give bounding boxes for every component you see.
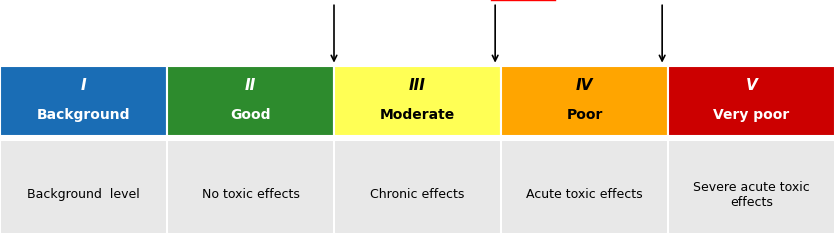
Text: Very poor: Very poor [713,108,790,122]
Bar [334,140,501,234]
Bar [334,66,501,136]
Bar [0,140,167,234]
Bar [167,66,334,136]
Text: Moderate: Moderate [380,108,455,122]
Text: Acute toxic effects: Acute toxic effects [526,188,643,201]
Text: Severe acute toxic
effects: Severe acute toxic effects [693,181,810,209]
Text: No toxic effects: No toxic effects [201,188,300,201]
Bar [501,66,668,136]
Text: Chronic effects: Chronic effects [370,188,465,201]
Text: IV: IV [576,78,593,93]
Bar [668,140,835,234]
Text: Good: Good [230,108,271,122]
Text: V: V [746,78,757,93]
Text: II: II [245,78,256,93]
Bar [167,140,334,234]
Bar [668,66,835,136]
Text: Background  level: Background level [27,188,140,201]
Text: Background: Background [37,108,130,122]
Bar [501,140,668,234]
Bar [0,66,167,136]
Text: I: I [81,78,86,93]
Text: III: III [409,78,426,93]
Text: Poor: Poor [566,108,603,122]
